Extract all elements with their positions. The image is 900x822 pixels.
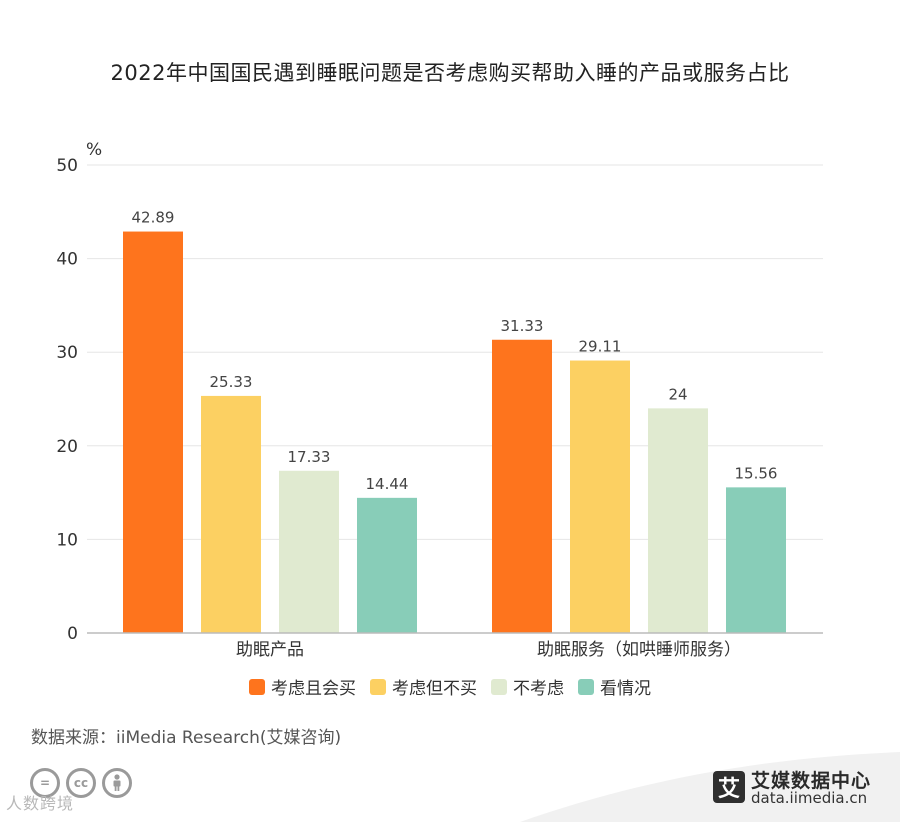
y-axis-unit: % — [86, 140, 102, 160]
value-labels: 42.89 25.33 17.33 14.44 31.33 29.11 24 15.56 — [132, 209, 778, 493]
x-tick-label: 助眠产品 — [236, 640, 304, 660]
legend-label: 看情况 — [600, 679, 651, 699]
cc-icon: cc — [66, 768, 96, 798]
watermark: 人数跨境 — [6, 794, 75, 813]
legend-item: 看情况 — [578, 674, 651, 699]
data-label: 24 — [668, 385, 687, 403]
bar — [357, 497, 417, 633]
legend: 考虑且会买 考虑但不买 不考虑 看情况 — [0, 674, 900, 699]
legend-label: 考虑但不买 — [392, 679, 477, 699]
grid-lines — [87, 164, 823, 540]
data-label: 14.44 — [366, 475, 409, 493]
legend-swatch — [370, 678, 386, 695]
y-tick-label: 40 — [56, 250, 78, 270]
data-label: 25.33 — [210, 373, 253, 391]
brand-name: 艾媒数据中心 — [751, 770, 872, 792]
y-tick-label: 0 — [67, 624, 78, 644]
equals-icon: = — [30, 768, 60, 798]
axes: 0 10 20 30 40 50% 助眠产品 助眠服务（如哄睡师服务） — [56, 140, 823, 660]
chart-title: 2022年中国国民遇到睡眠问题是否考虑购买帮助入睡的产品或服务占比 — [110, 61, 790, 85]
legend-swatch — [249, 678, 265, 695]
legend-label: 考虑且会买 — [271, 679, 356, 699]
legend-swatch — [578, 678, 594, 695]
legend-label: 不考虑 — [513, 679, 564, 699]
legend-item: 考虑但不买 — [370, 674, 477, 699]
y-tick-label: 30 — [56, 343, 78, 363]
license-icons: = cc — [30, 768, 132, 798]
legend-item: 不考虑 — [491, 674, 564, 699]
bar — [201, 395, 261, 633]
data-label: 29.11 — [579, 338, 622, 356]
bar — [570, 360, 630, 633]
y-tick-label: 50 — [56, 156, 78, 176]
bar — [726, 487, 786, 633]
bar — [279, 470, 339, 633]
data-label: 17.33 — [288, 448, 331, 466]
person-icon — [102, 768, 132, 798]
data-label: 31.33 — [501, 317, 544, 335]
data-label: 15.56 — [735, 464, 778, 482]
data-label: 42.89 — [132, 209, 175, 227]
bars — [123, 231, 786, 633]
legend-swatch — [491, 678, 507, 695]
y-tick-label: 10 — [56, 530, 78, 550]
source-note: 数据来源：iiMedia Research(艾媒咨询) — [31, 728, 342, 748]
bar — [648, 408, 708, 633]
y-tick-label: 20 — [56, 437, 78, 457]
brand-url: data.iimedia.cn — [751, 789, 868, 807]
bar — [492, 339, 552, 633]
x-tick-label: 助眠服务（如哄睡师服务） — [537, 640, 741, 660]
bar — [123, 231, 183, 633]
brand-logo: 艾 — [713, 771, 745, 803]
legend-item: 考虑且会买 — [249, 674, 356, 699]
